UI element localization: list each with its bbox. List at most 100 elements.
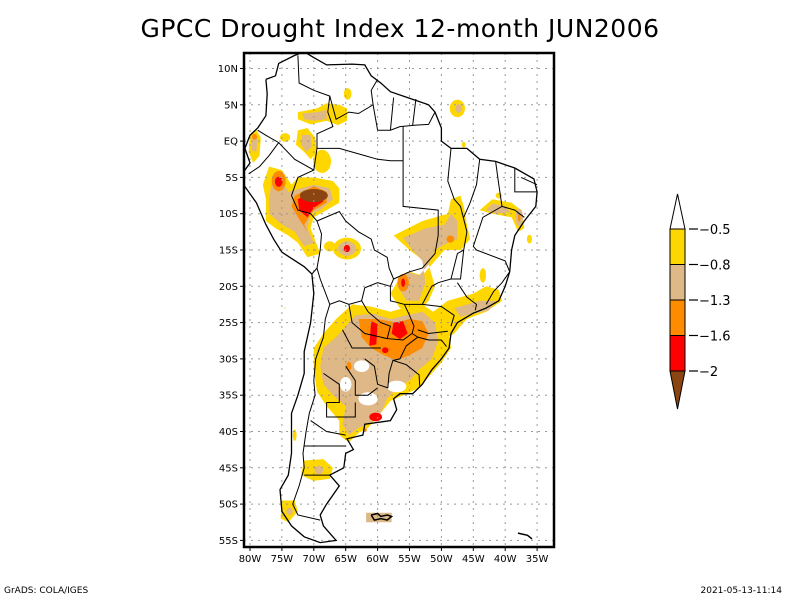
lon-tick-label: 60W [366,554,389,565]
border-line [451,249,465,280]
drought-area [251,136,258,152]
border-line [290,169,323,275]
lon-tick-label: 80W [239,554,262,565]
no-drought-area [353,360,370,372]
border-line [345,365,378,396]
drought-area [461,141,466,148]
border-line [248,142,280,175]
drought-area [369,412,383,422]
border-line [392,359,421,386]
drought-area [399,213,458,301]
border-line [377,111,436,131]
timestamp: 2021-05-13-11:14 [700,586,783,596]
colorbar-label: −0.8 [699,259,731,274]
colorbar-label: −2 [699,365,718,380]
border-line [393,126,439,280]
lat-tick-label: 40S [219,427,238,438]
border-line [364,358,388,389]
border-line [472,161,503,251]
drought-area [455,104,462,113]
border-line [326,402,356,418]
lat-tick-label: 15S [219,246,238,257]
drought-area [284,307,286,309]
lon-tick-label: 50W [430,554,453,565]
drought-area [479,268,487,283]
lat-tick-label: 35S [219,391,238,402]
lat-tick-label: EQ [224,137,238,148]
colorbar-label: −0.5 [699,223,731,238]
lat-tick-label: 55S [219,536,238,547]
lon-tick-label: 40W [494,554,517,565]
border-line [323,372,340,403]
lon-tick-label: 55W [398,554,421,565]
lat-tick-label: 10S [219,209,238,220]
drought-area [369,321,378,346]
lon-tick-label: 75W [271,554,294,565]
colorbar-swatch [669,299,686,336]
lat-tick-label: 25S [219,318,238,329]
lon-tick-label: 35W [526,554,549,565]
border-line [456,282,478,311]
drought-area [446,235,455,243]
drought-area [343,244,351,253]
border-line [292,304,331,521]
latitude-axis: 10N 5N EQ 5S 10S 15S 20S 25S 30S 35S 40S 45S 50S 55S [218,64,244,547]
drought-area [302,109,327,121]
border-line [520,176,538,186]
longitude-axis: 80W 75W 70W 65W 60W 55W 50W 45W 40W 35W [239,547,549,565]
lon-tick-label: 45W [462,554,485,565]
border-line [463,159,481,218]
lat-tick-label: 5N [224,100,238,111]
border-line [404,148,468,305]
border-line [329,79,379,121]
drought-area [286,507,293,515]
colorbar-swatch [669,264,686,301]
drought-area [251,133,258,140]
drought-area [526,234,532,244]
colorbar-label: −1.6 [699,330,731,345]
falkland-islands [370,512,394,521]
colorbar-label: −1.3 [699,294,731,309]
drought-area [343,88,352,100]
border-line [417,336,447,347]
drought-area [454,300,496,317]
lon-tick-label: 70W [302,554,325,565]
map-frame [242,51,556,549]
colorbar: −0.5 −0.8 −1.3 −1.6 −2 [669,193,731,410]
no-drought-area [358,392,378,406]
colorbar-swatch [669,335,686,372]
border-line [317,147,404,162]
colorbar-bottom-triangle [669,370,686,410]
border-line [422,303,455,327]
drought-area [313,149,332,174]
drought-area [391,321,408,340]
colorbar-swatch [669,228,686,265]
drought-area [274,176,283,187]
border-line [342,329,381,349]
drought-area [517,212,521,222]
border-line [476,249,511,305]
border-line [412,98,417,126]
border-line [389,97,395,131]
drought-area [382,347,389,354]
coastlines-borders [244,53,538,544]
lat-tick-label: 50S [219,500,238,511]
lat-tick-label: 10N [218,64,238,75]
border-line [501,205,525,218]
border-line [310,420,346,436]
border-line [372,104,379,131]
lat-tick-label: 5S [225,173,238,184]
drought-area [314,465,324,475]
border-line [417,329,448,335]
border-line [316,210,395,306]
border-line [514,168,538,193]
chart-title: GPCC Drought Index 12-month JUN2006 [140,14,660,43]
drought-area-extreme [299,189,328,203]
lat-tick-label: 20S [219,282,238,293]
lat-tick-label: 30S [219,354,238,365]
drought-area [301,134,312,152]
colorbar-top-triangle [669,193,686,230]
drought-area [292,429,297,441]
border-line [348,304,388,340]
